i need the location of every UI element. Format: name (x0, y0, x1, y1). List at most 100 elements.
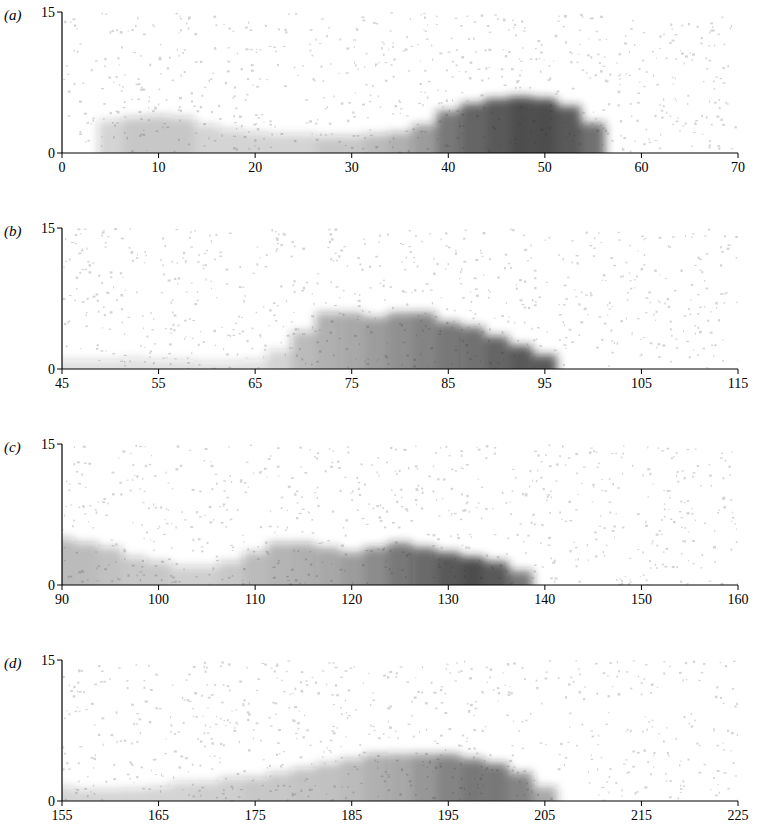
speckle (529, 485, 530, 487)
speckle (593, 112, 594, 114)
speckle (534, 571, 537, 573)
speckle (489, 32, 492, 33)
speckle (213, 16, 216, 18)
speckle (205, 448, 208, 450)
speckle (687, 95, 689, 97)
speckle (341, 102, 344, 104)
speckle (590, 18, 592, 19)
speckle (104, 314, 106, 316)
speckle (670, 24, 672, 26)
speckle (291, 241, 294, 243)
speckle (239, 116, 242, 118)
speckle (701, 567, 702, 569)
speckle (319, 43, 321, 44)
speckle (679, 130, 681, 131)
speckle (474, 313, 476, 315)
speckle (148, 101, 150, 103)
speckle (225, 82, 227, 85)
speckle (540, 52, 543, 54)
speckle (577, 262, 579, 264)
speckle (283, 326, 284, 328)
speckle (124, 101, 126, 103)
speckle (503, 18, 506, 20)
speckle (661, 117, 663, 119)
speckle (630, 103, 632, 105)
speckle (710, 22, 713, 24)
speckle (600, 242, 602, 243)
speckle (490, 291, 491, 293)
speckle (669, 497, 671, 499)
speckle (608, 365, 610, 366)
speckle (160, 44, 161, 45)
speckle (511, 68, 514, 70)
speckle (293, 280, 295, 282)
speckle (312, 293, 313, 295)
speckle (731, 549, 733, 551)
speckle (724, 235, 726, 237)
speckle (317, 119, 318, 121)
concentration-strip (147, 115, 171, 153)
speckle (104, 498, 106, 500)
speckle (153, 549, 154, 551)
speckle (341, 544, 344, 547)
speckle (656, 311, 658, 313)
speckle (639, 82, 641, 83)
speckle (216, 234, 218, 236)
speckle (245, 295, 246, 298)
speckle (684, 62, 685, 64)
speckle (358, 482, 360, 484)
speckle (461, 466, 462, 467)
speckle (284, 29, 286, 31)
speckle (636, 120, 638, 122)
speckle (707, 320, 709, 322)
speckle (406, 115, 409, 116)
speckle (517, 534, 519, 536)
speckle (537, 470, 538, 472)
speckle (699, 331, 702, 333)
speckle (613, 526, 616, 528)
speckle (539, 58, 540, 59)
speckle (659, 148, 661, 150)
speckle (450, 535, 451, 537)
speckle (166, 508, 167, 510)
speckle (527, 535, 529, 537)
speckle (102, 232, 105, 234)
speckle (583, 467, 586, 468)
speckle (137, 254, 138, 256)
speckle (709, 100, 710, 102)
speckle (294, 494, 297, 496)
speckle (200, 61, 202, 63)
speckle (364, 66, 365, 68)
speckle (234, 122, 237, 123)
speckle (82, 301, 84, 303)
speckle (652, 51, 654, 53)
speckle (446, 245, 448, 247)
speckle (433, 258, 434, 260)
speckle (415, 499, 418, 501)
speckle (285, 31, 288, 33)
speckle (722, 17, 724, 19)
speckle (460, 283, 462, 284)
speckle (310, 29, 313, 31)
speckle (263, 357, 264, 358)
speckle (588, 559, 589, 561)
speckle (171, 547, 172, 549)
speckle (111, 540, 113, 541)
speckle (304, 472, 307, 474)
speckle (715, 77, 718, 78)
speckle (185, 260, 187, 262)
speckle (688, 23, 690, 25)
speckle (675, 339, 677, 340)
speckle (229, 28, 231, 30)
speckle (294, 67, 296, 69)
speckle (63, 267, 64, 268)
speckle (424, 17, 426, 19)
speckle (191, 92, 193, 94)
speckle (671, 335, 673, 337)
speckle (664, 516, 666, 518)
speckle (603, 274, 606, 276)
speckle (673, 456, 675, 457)
concentration-strip (171, 360, 195, 369)
speckle (576, 255, 579, 257)
speckle (348, 102, 351, 104)
